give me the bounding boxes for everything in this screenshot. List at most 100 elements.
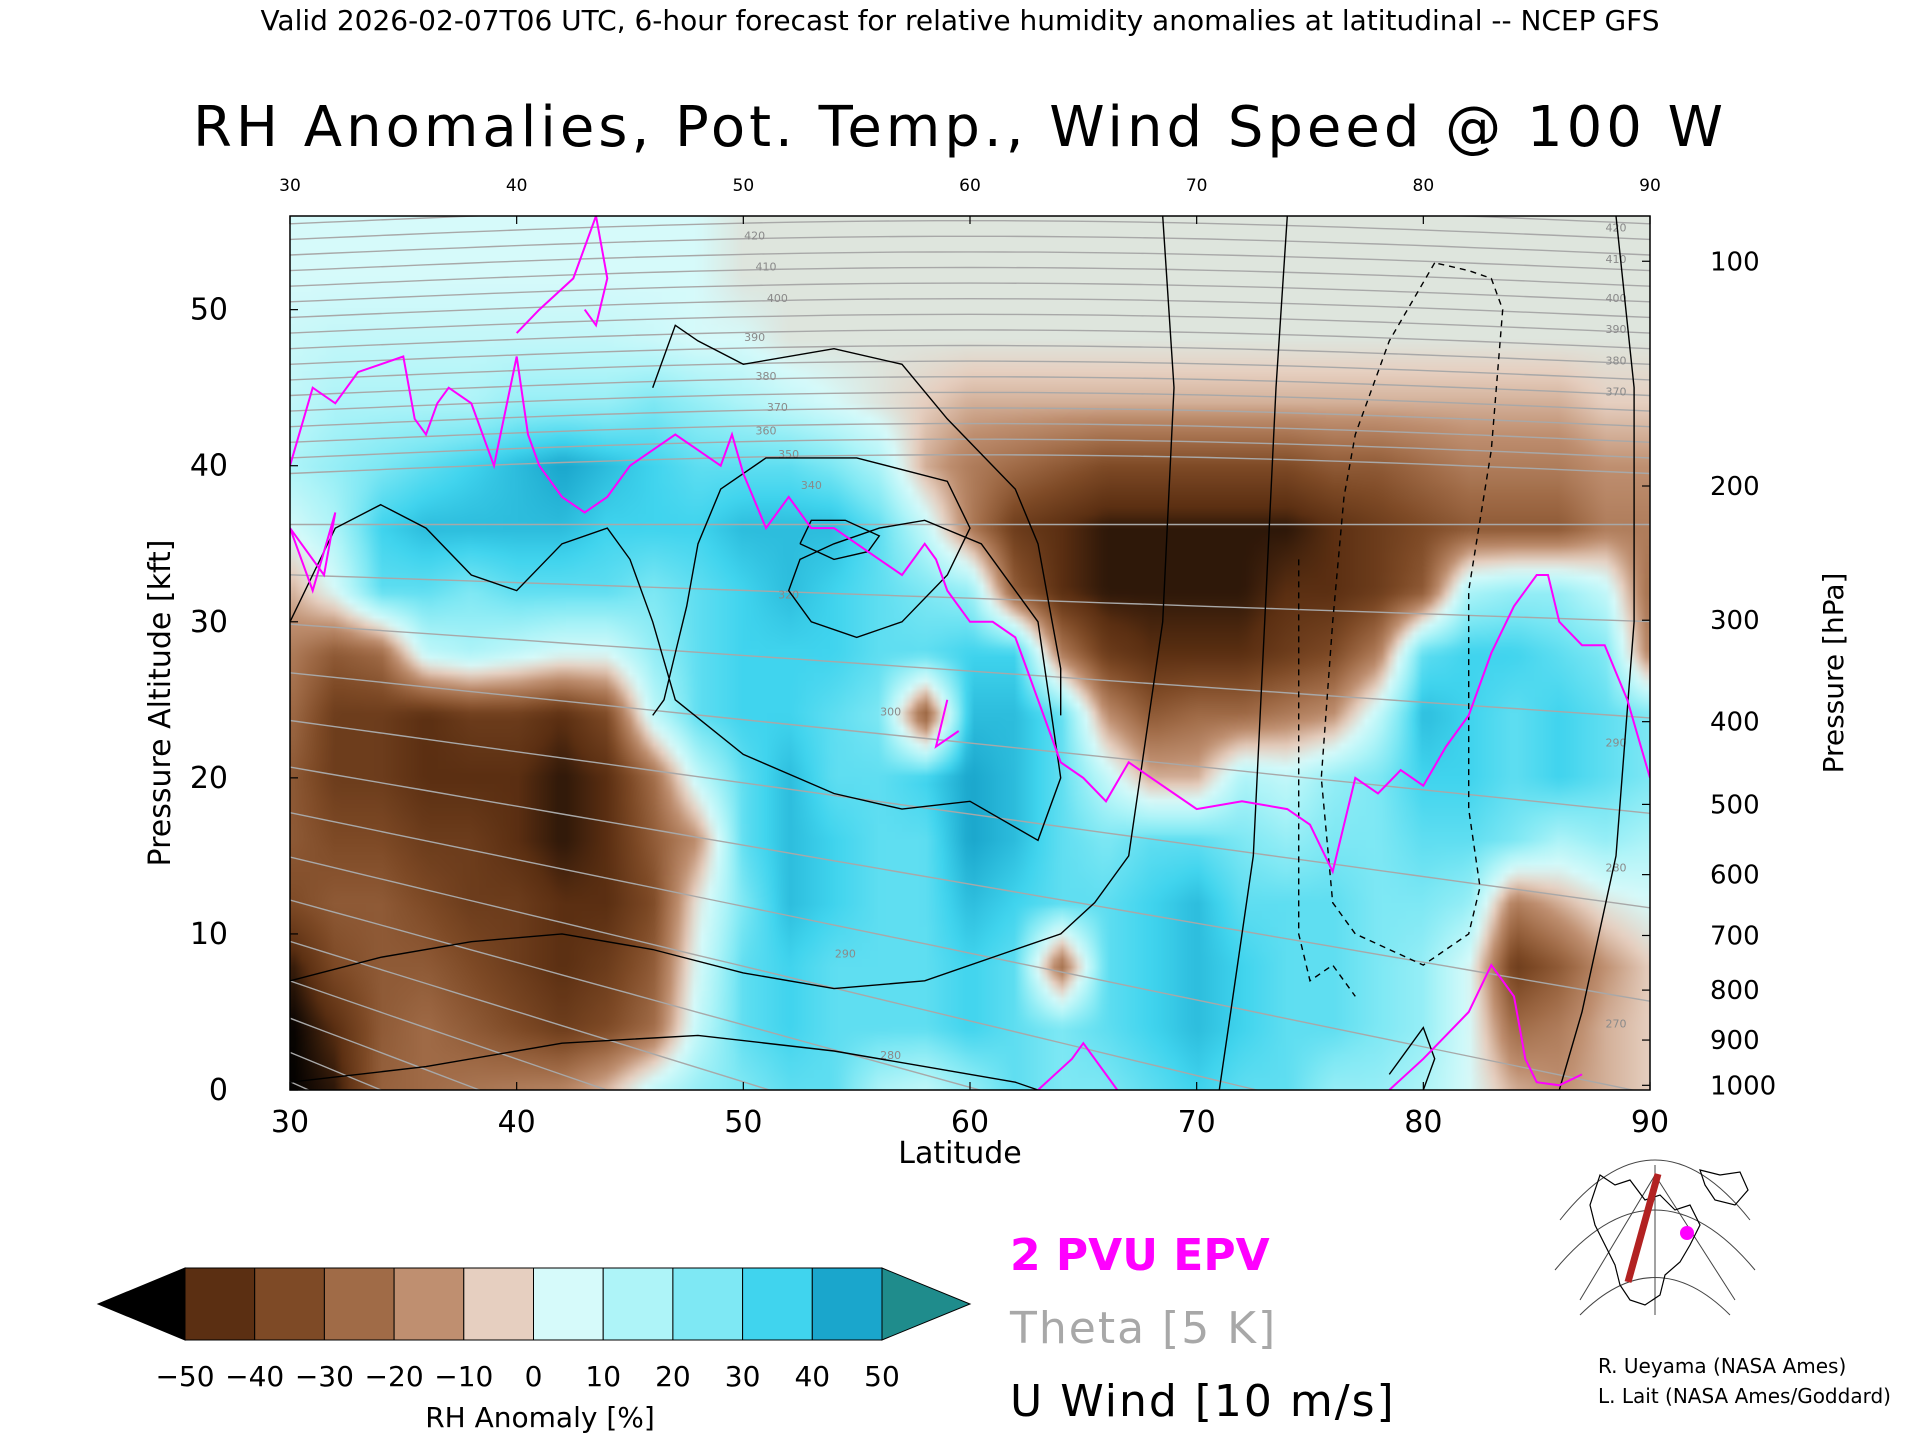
theta-contour-label: 420: [1606, 222, 1627, 235]
x-top-tick-label: 80: [1413, 176, 1435, 196]
epv-contour-line: [934, 699, 960, 749]
u-wind-contour-line: [799, 519, 881, 561]
credit-ueyama: R. Ueyama (NASA Ames): [1598, 1354, 1846, 1378]
colorbar-tick-label: 30: [725, 1360, 761, 1393]
x-axis-label: Latitude: [898, 1136, 1021, 1171]
colorbar-tick-label: −40: [225, 1360, 284, 1393]
x-tick-label: 70: [1178, 1105, 1216, 1140]
colorbar-tick-label: 20: [655, 1360, 691, 1393]
theta-contour-line: [290, 344, 1650, 365]
theta-contour-line: [290, 856, 1260, 1090]
colorbar-swatch: [463, 1267, 534, 1341]
chart-title: RH Anomalies, Pot. Temp., Wind Speed @ 1…: [193, 95, 1727, 160]
theta-contour-line: [290, 980, 609, 1090]
colorbar-swatch: [811, 1267, 883, 1341]
rh-anomaly-heatmap: [290, 216, 1650, 1090]
theta-contour-line: [290, 329, 1650, 350]
colorbar-swatch: [323, 1267, 395, 1341]
pressure-tick-label: 400: [1710, 708, 1760, 738]
x-tick-label: 50: [724, 1105, 762, 1140]
theta-contour-line: [290, 376, 1650, 397]
epv-contour-line: [290, 355, 1650, 875]
pressure-tick-label: 500: [1710, 790, 1760, 820]
x-top-tick-label: 60: [959, 176, 981, 196]
pressure-tick-label: 100: [1710, 247, 1760, 277]
pressure-tick-label: 600: [1710, 861, 1760, 891]
x-top-tick-label: 70: [1186, 176, 1208, 196]
x-top-tick-label: 30: [279, 176, 301, 196]
greenland-coastline: [1699, 1169, 1749, 1206]
u-wind-contours: [290, 216, 1635, 1090]
theta-contour-label: 340: [801, 479, 822, 492]
theta-contour-line: [290, 574, 1650, 623]
valid-time-header: Valid 2026-02-07T06 UTC, 6-hour forecast…: [260, 4, 1659, 37]
theta-contour-label: 290: [835, 947, 856, 960]
plot-frame: [289, 215, 1651, 1091]
u-wind-contour-line: [1320, 262, 1504, 966]
pressure-axis-label: Pressure [hPa]: [1817, 573, 1850, 774]
theta-contour-line: [290, 812, 1636, 1090]
x-top-tick-label: 90: [1639, 176, 1661, 196]
theta-contour-label: 410: [756, 261, 777, 274]
theta-contour-line: [290, 391, 1650, 412]
y-tick-label: 0: [209, 1073, 228, 1108]
colorbar-under-triangle: [96, 1267, 186, 1341]
theta-contour-line: [290, 282, 1650, 303]
colorbar-swatch: [602, 1267, 674, 1341]
theta-contour-label: 280: [1606, 862, 1627, 875]
colorbar-tick-label: 50: [864, 1360, 900, 1393]
epv-contour-line: [515, 216, 609, 334]
legend-epv: 2 PVU EPV: [1010, 1230, 1270, 1281]
theta-contour-label: 380: [756, 370, 777, 383]
theta-contour-label: 290: [1606, 737, 1627, 750]
theta-contour-line: [290, 407, 1650, 428]
u-wind-contour-line: [290, 457, 1062, 842]
theta-contour-label: 370: [1606, 385, 1627, 398]
u-wind-contour-line: [290, 216, 1175, 990]
theta-contour-label: 390: [1606, 323, 1627, 336]
epv-2pvu-contour: [290, 216, 1650, 1090]
theta-contour-line: [290, 360, 1650, 381]
theta-contour-label: 400: [1606, 292, 1627, 305]
u-wind-contour-line: [1558, 216, 1635, 1090]
pressure-tick-label: 1000: [1710, 1071, 1776, 1101]
u-wind-contour-line: [1218, 216, 1288, 1090]
y-tick-label: 20: [190, 761, 228, 796]
theta-contour-label: 370: [767, 401, 788, 414]
x-top-tick-label: 40: [506, 176, 528, 196]
x-tick-label: 30: [271, 1105, 309, 1140]
pressure-tick-label: 800: [1710, 976, 1760, 1006]
y-tick-label: 10: [190, 917, 228, 952]
x-top-tick-label: 50: [733, 176, 755, 196]
colorbar-swatch: [533, 1267, 604, 1341]
pressure-tick-label: 300: [1710, 606, 1760, 636]
pressure-tick-label: 700: [1710, 921, 1760, 951]
colorbar-tick-label: −30: [295, 1360, 354, 1393]
u-wind-contour-line: [290, 1034, 1039, 1090]
legend-u-wind: U Wind [10 m/s]: [1010, 1376, 1396, 1427]
x-tick-label: 80: [1404, 1105, 1442, 1140]
theta-contour-label: 270: [1606, 1018, 1627, 1031]
colorbar-swatch: [393, 1267, 465, 1341]
colorbar-tick-label: −10: [434, 1360, 493, 1393]
x-tick-label: 60: [951, 1105, 989, 1140]
theta-contour-label: 300: [880, 705, 901, 718]
colorbar-swatch: [672, 1267, 744, 1341]
theta-contour-label: 420: [744, 229, 765, 242]
theta-contour-label: 400: [767, 292, 788, 305]
theta-contour-line: [290, 313, 1650, 334]
colorbar-tick-label: 10: [585, 1360, 621, 1393]
theta-contour-line: [290, 422, 1650, 443]
y-tick-label: 30: [190, 605, 228, 640]
colorbar-over-triangle: [881, 1267, 972, 1341]
epv-contour-line: [290, 512, 337, 594]
x-tick-label: 90: [1631, 1105, 1669, 1140]
theta-contour-label: 390: [744, 331, 765, 344]
legend-theta: Theta [5 K]: [1009, 1303, 1277, 1354]
pressure-tick-label: 900: [1710, 1026, 1760, 1056]
inset-map: [1554, 1159, 1756, 1316]
u-wind-contour-line: [1298, 559, 1356, 997]
colorbar: −50 −40 −30 −20 −10 0 10 20 30 40 50: [96, 1267, 972, 1393]
